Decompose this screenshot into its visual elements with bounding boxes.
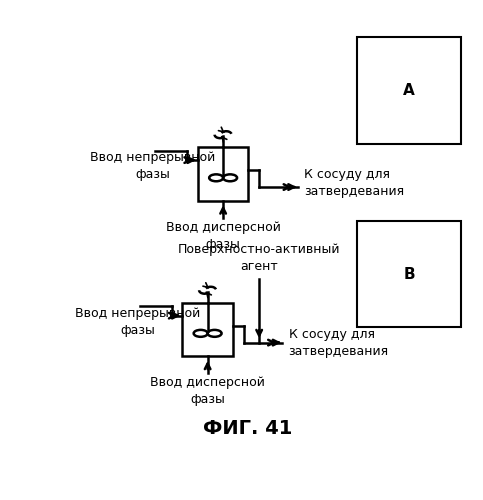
- Text: Ввод непрерывной
фазы: Ввод непрерывной фазы: [75, 307, 200, 337]
- Text: К сосуду для
затвердевания: К сосуду для затвердевания: [289, 328, 389, 358]
- Text: Ввод дисперсной
фазы: Ввод дисперсной фазы: [150, 376, 265, 406]
- Text: Ввод дисперсной
фазы: Ввод дисперсной фазы: [166, 220, 281, 250]
- Text: К сосуду для
затвердевания: К сосуду для затвердевания: [304, 168, 404, 198]
- Text: Ввод непрерывной
фазы: Ввод непрерывной фазы: [90, 152, 215, 182]
- Bar: [183, 302, 233, 356]
- Text: A: A: [403, 84, 415, 98]
- Bar: [198, 147, 248, 201]
- Text: Поверхностно-активный
агент: Поверхностно-активный агент: [178, 244, 341, 274]
- Text: B: B: [403, 266, 415, 281]
- Text: ФИГ. 41: ФИГ. 41: [203, 418, 293, 438]
